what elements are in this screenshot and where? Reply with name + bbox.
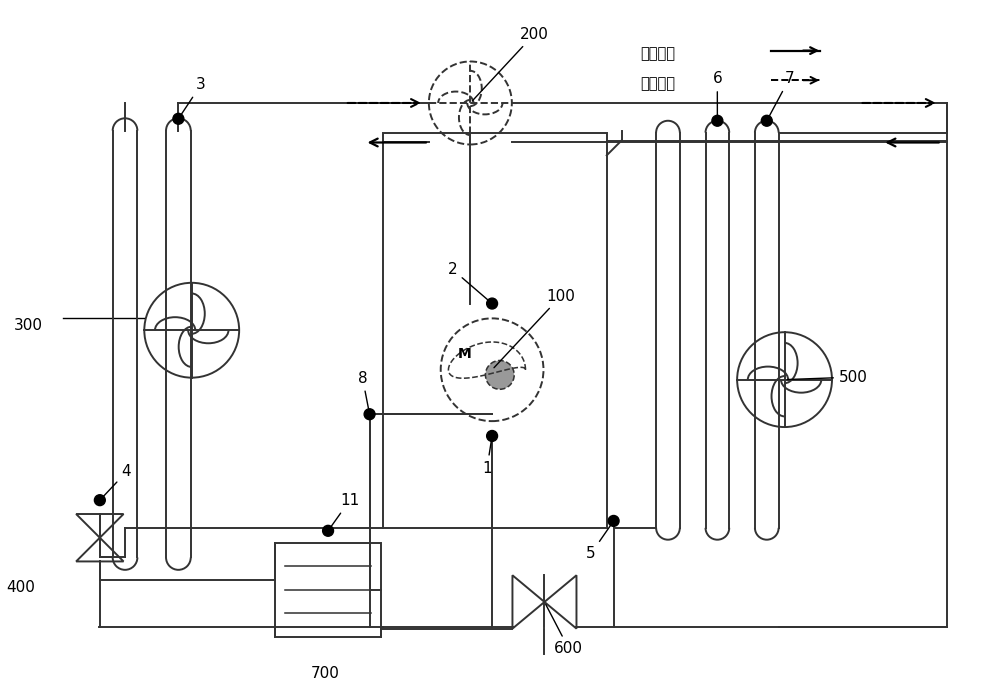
Circle shape [608, 516, 619, 526]
Text: 400: 400 [6, 580, 35, 595]
Text: 7: 7 [768, 71, 794, 119]
Text: 制热工況: 制热工況 [640, 76, 675, 91]
Text: 200: 200 [472, 27, 549, 101]
Text: 5: 5 [586, 524, 612, 561]
Text: M: M [458, 347, 471, 361]
Circle shape [712, 115, 723, 126]
Circle shape [487, 298, 498, 309]
Circle shape [364, 409, 375, 419]
Text: 6: 6 [712, 71, 722, 118]
Circle shape [761, 115, 772, 126]
Bar [275, 542, 381, 637]
Text: 600: 600 [546, 604, 583, 656]
Text: 500: 500 [787, 370, 868, 385]
Bar [383, 133, 607, 528]
Text: 1: 1 [482, 439, 492, 475]
Text: 4: 4 [102, 464, 131, 498]
Text: 2: 2 [448, 262, 490, 302]
Text: 制冷工況: 制冷工況 [640, 47, 675, 61]
Circle shape [487, 431, 498, 441]
Circle shape [94, 495, 105, 505]
Text: 700: 700 [310, 666, 339, 681]
Circle shape [485, 360, 514, 389]
Text: 300: 300 [14, 318, 43, 333]
Circle shape [173, 113, 184, 124]
Text: 3: 3 [180, 77, 206, 117]
Circle shape [323, 526, 334, 536]
Text: 100: 100 [494, 288, 575, 368]
Text: 11: 11 [330, 493, 359, 528]
Text: 8: 8 [358, 371, 369, 412]
